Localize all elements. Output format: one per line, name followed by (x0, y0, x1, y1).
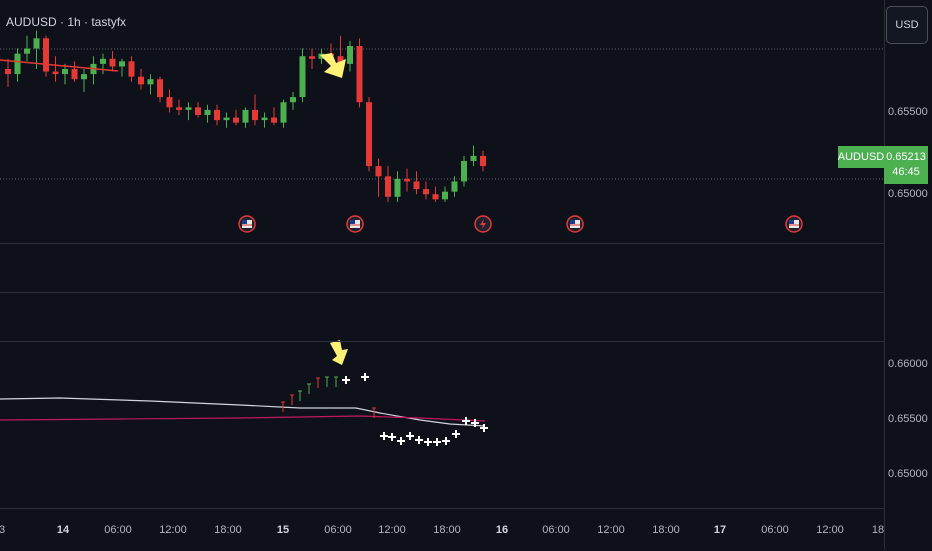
candle-body[interactable] (442, 191, 448, 200)
candle-body[interactable] (271, 117, 277, 123)
candle-body[interactable] (233, 117, 239, 123)
candle-body[interactable] (24, 48, 30, 54)
us-flag-icon (350, 220, 355, 224)
time-tick-label: 12:00 (159, 524, 187, 536)
candle-body[interactable] (166, 97, 173, 108)
candle-body[interactable] (470, 155, 477, 161)
us-flag-icon (570, 220, 575, 224)
last-price-value: 0.65213 (886, 151, 926, 163)
time-tick-label: 12:00 (378, 524, 406, 536)
candle-body[interactable] (242, 109, 249, 123)
time-tick-label: 18 (871, 524, 885, 536)
time-tick-label: 12:00 (597, 524, 625, 536)
candle-body[interactable] (195, 107, 201, 115)
time-axis[interactable] (0, 508, 884, 551)
candle-body[interactable] (43, 38, 49, 72)
candle-body[interactable] (366, 102, 372, 167)
australia-flag-icon (242, 220, 247, 224)
candle-body[interactable] (33, 38, 40, 49)
candle-body[interactable] (14, 53, 21, 75)
candle-body[interactable] (432, 194, 439, 200)
time-tick-label: 18:00 (214, 524, 242, 536)
moving-average-line[interactable] (0, 415, 486, 422)
candle-body[interactable] (185, 107, 192, 110)
candle-body[interactable] (71, 69, 78, 80)
candle-body[interactable] (176, 107, 182, 110)
candle-body[interactable] (100, 58, 106, 64)
last-price-badge: 0.65213 46:45 (884, 146, 928, 184)
time-tick-label: 17 (713, 524, 727, 536)
time-tick-label: 06:00 (542, 524, 570, 536)
time-tick-label: 18:00 (652, 524, 680, 536)
candle-body[interactable] (119, 61, 125, 67)
arrow-marker[interactable] (320, 53, 346, 78)
arrow-marker[interactable] (330, 340, 348, 365)
candle-body[interactable] (356, 46, 363, 103)
candle-body[interactable] (62, 69, 68, 75)
price-axis[interactable] (884, 0, 932, 550)
bar-countdown: 46:45 (892, 166, 920, 178)
candle-body[interactable] (81, 74, 87, 80)
price-tick-label: 0.65500 (888, 106, 928, 118)
time-tick-label: 12:00 (816, 524, 844, 536)
candle-body[interactable] (375, 166, 382, 177)
candle-body[interactable] (385, 176, 391, 197)
candle-body[interactable] (52, 71, 59, 75)
chart-title: AUDUSD · 1h · tastyfx (6, 15, 127, 29)
candle-body[interactable] (109, 58, 116, 67)
time-tick-label: 14 (56, 524, 70, 536)
time-tick-label: 06:00 (104, 524, 132, 536)
candle-body[interactable] (299, 56, 306, 98)
candle-body[interactable] (223, 117, 230, 121)
candle-body[interactable] (261, 117, 268, 121)
candle-body[interactable] (413, 181, 420, 190)
currency-button[interactable]: USD (886, 6, 928, 44)
candle-body[interactable] (347, 46, 353, 64)
candle-body[interactable] (157, 79, 163, 98)
us-flag-icon (789, 220, 794, 224)
candle-body[interactable] (128, 61, 135, 77)
candle-body[interactable] (480, 155, 486, 167)
candle-body[interactable] (5, 69, 11, 75)
time-tick-label: 06:00 (324, 524, 352, 536)
candle-body[interactable] (138, 76, 144, 85)
candle-body[interactable] (204, 109, 211, 115)
trend-line[interactable] (0, 59, 119, 72)
candle-body[interactable] (280, 102, 287, 123)
candle-body[interactable] (337, 56, 344, 64)
candle-body[interactable] (309, 56, 315, 59)
symbol-badge: AUDUSD (838, 146, 884, 168)
time-tick-label: 16 (495, 524, 509, 536)
price-tick-label: 0.65000 (888, 468, 928, 480)
candle-body[interactable] (423, 189, 429, 195)
candle-body[interactable] (214, 109, 220, 121)
lightning-icon (480, 219, 486, 229)
pane-separator[interactable] (0, 243, 884, 244)
pane-separator[interactable] (0, 341, 884, 342)
candle-body[interactable] (394, 178, 401, 197)
time-tick-label: 18:00 (433, 524, 461, 536)
moving-average-line[interactable] (0, 397, 486, 427)
candle-body[interactable] (147, 79, 154, 85)
price-tick-label: 0.65500 (888, 413, 928, 425)
time-tick-label: 3 (0, 524, 6, 536)
candle-body[interactable] (461, 161, 467, 182)
candle-body[interactable] (451, 181, 458, 192)
pane-separator[interactable] (0, 292, 884, 293)
time-tick-label: 15 (276, 524, 290, 536)
price-tick-label: 0.66000 (888, 358, 928, 370)
time-tick-label: 06:00 (761, 524, 789, 536)
candle-body[interactable] (252, 109, 258, 121)
candle-body[interactable] (404, 178, 410, 182)
candle-body[interactable] (290, 97, 296, 103)
price-tick-label: 0.65000 (888, 188, 928, 200)
